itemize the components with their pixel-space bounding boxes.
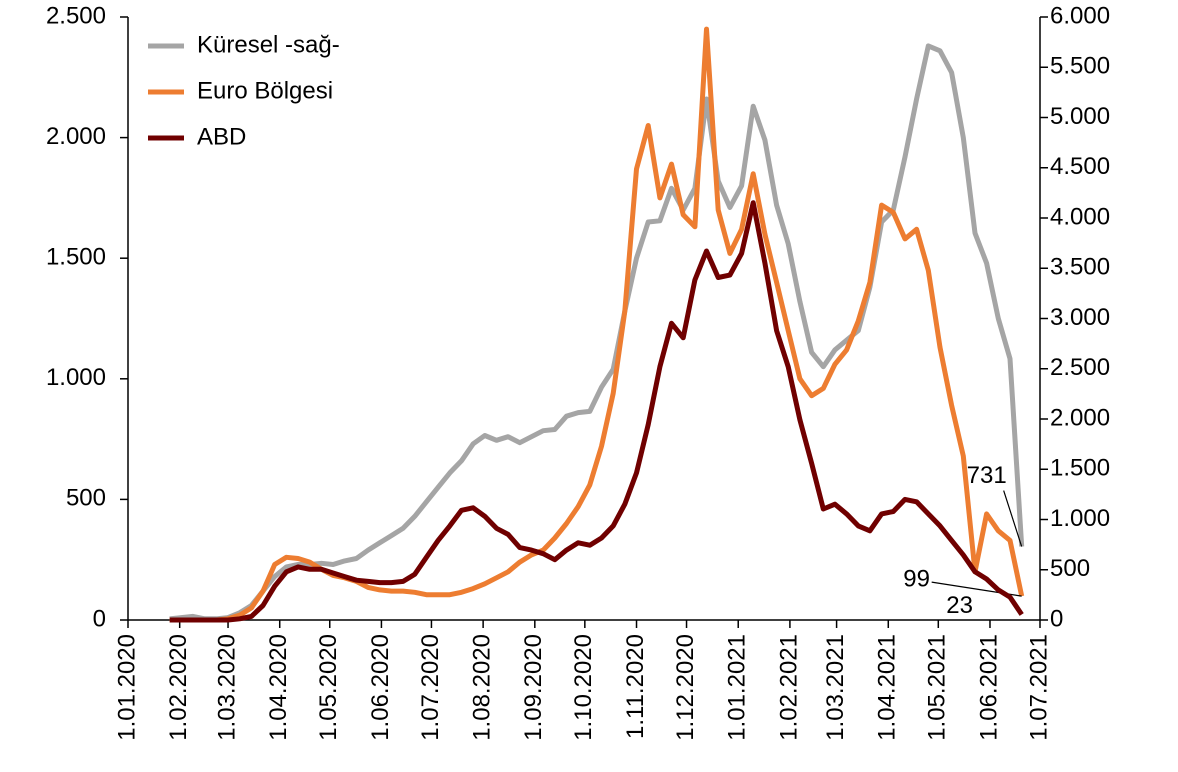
x-tick-label: 1.03.2021 xyxy=(822,634,849,741)
y2-tick-label: 2.500 xyxy=(1050,354,1110,381)
data-label: 23 xyxy=(946,592,973,619)
x-tick-label: 1.11.2020 xyxy=(622,634,649,739)
x-tick-label: 1.01.2021 xyxy=(724,634,751,741)
x-tick-label: 1.06.2021 xyxy=(975,634,1002,741)
x-tick-label: 1.10.2020 xyxy=(570,634,597,741)
y-tick-label: 1.500 xyxy=(46,244,106,271)
y-tick-label: 2.500 xyxy=(46,2,106,29)
x-tick-label: 1.04.2021 xyxy=(874,634,901,741)
x-tick-label: 1.07.2020 xyxy=(417,634,444,741)
x-tick-label: 1.05.2020 xyxy=(315,634,342,741)
y2-tick-label: 5.500 xyxy=(1050,53,1110,80)
y-tick-label: 0 xyxy=(93,605,106,632)
legend-label: ABD xyxy=(197,123,246,150)
series-line xyxy=(169,43,1025,622)
x-tick-label: 1.08.2020 xyxy=(468,634,495,741)
data-label: 731 xyxy=(967,462,1007,489)
y2-tick-label: 1.000 xyxy=(1050,505,1110,532)
x-tick-label: 1.05.2021 xyxy=(924,634,951,741)
leader-line xyxy=(1003,490,1023,547)
legend-label: Euro Bölgesi xyxy=(197,77,333,104)
x-tick-label: 1.02.2020 xyxy=(165,634,192,741)
x-tick-label: 1.06.2020 xyxy=(367,634,394,741)
legend-label: Küresel -sağ- xyxy=(197,31,340,58)
x-tick-label: 1.02.2021 xyxy=(775,634,802,741)
x-tick-label: 1.01.2020 xyxy=(113,634,140,741)
x-tick-label: 1.07.2021 xyxy=(1025,634,1052,741)
y2-tick-label: 3.000 xyxy=(1050,304,1110,331)
y-tick-label: 2.000 xyxy=(46,123,106,150)
y2-tick-label: 500 xyxy=(1050,555,1090,582)
data-label: 99 xyxy=(903,565,930,592)
y2-tick-label: 6.000 xyxy=(1050,2,1110,29)
y-tick-label: 1.000 xyxy=(46,364,106,391)
y2-tick-label: 3.500 xyxy=(1050,254,1110,281)
y2-tick-label: 4.000 xyxy=(1050,203,1110,230)
series-line xyxy=(169,26,1025,623)
y2-tick-label: 4.500 xyxy=(1050,153,1110,180)
x-tick-label: 1.03.2020 xyxy=(213,634,240,741)
y2-tick-label: 2.000 xyxy=(1050,404,1110,431)
y2-tick-label: 1.500 xyxy=(1050,455,1110,482)
x-tick-label: 1.12.2020 xyxy=(672,634,699,741)
y-tick-label: 500 xyxy=(66,485,106,512)
y2-tick-label: 5.000 xyxy=(1050,103,1110,130)
y2-tick-label: 0 xyxy=(1050,605,1063,632)
x-tick-label: 1.09.2020 xyxy=(520,634,547,741)
series-line xyxy=(169,200,1024,623)
x-tick-label: 1.04.2020 xyxy=(265,634,292,741)
